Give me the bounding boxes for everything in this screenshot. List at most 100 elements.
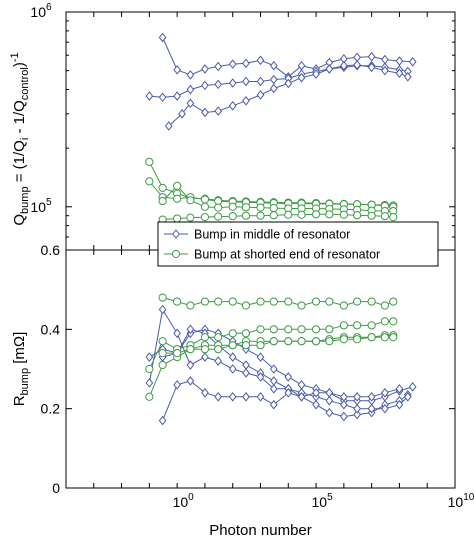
bottom-y-axis-label: Rbump [mΩ]: [11, 332, 31, 407]
top-series-1-point-5: [214, 79, 223, 90]
top-series-2-point-14: [353, 60, 361, 70]
top-series-2-point-1: [178, 109, 186, 119]
bottom-y-tick-label: 0.6: [41, 242, 61, 258]
top-series-1-point-6: [228, 78, 237, 88]
bottom-series-2-point-15: [353, 403, 361, 414]
bottom-series-4-point-12: [325, 297, 334, 306]
bottom-series-5-point-17: [380, 317, 390, 326]
legend-box: [157, 221, 439, 267]
bottom-series-3-point-1: [173, 380, 181, 390]
top-series-0-point-0: [158, 32, 167, 43]
bottom-series-3-point-16: [381, 387, 389, 398]
top-series-5-point-1: [173, 181, 182, 191]
bottom-series-3-point-0: [158, 415, 167, 426]
top-series-6-point-5: [228, 212, 237, 221]
top-series-6-point-16: [380, 212, 390, 221]
top-series-5-point-6: [241, 203, 251, 212]
label-part: bump: [19, 368, 31, 396]
bottom-series-7-point-2: [186, 345, 195, 354]
top-series-3-point-0: [145, 157, 154, 166]
bottom-series-2-point-3: [186, 360, 195, 370]
top-series-5-point-3: [200, 202, 210, 211]
bottom-series-3-point-15: [367, 391, 376, 402]
top-series-6-point-17: [389, 213, 398, 222]
top-series-0-point-5: [228, 59, 237, 69]
top-series-2-point-13: [340, 60, 348, 71]
x-axis-label: Photon number: [209, 522, 312, 539]
top-y-axis-label: Qbump = (1/Qi - 1/Qcontrol)-1: [9, 52, 31, 225]
bottom-series-4-point-9: [284, 297, 293, 306]
top-series-0-point-10: [297, 60, 306, 71]
label-part: -1: [9, 52, 21, 62]
top-series-4-point-0: [145, 177, 154, 186]
top-series-2-point-16: [381, 65, 389, 76]
bottom-series-3-point-17: [395, 384, 404, 394]
bottom-series-2-point-2: [173, 328, 181, 339]
top-series-1-point-4: [201, 80, 209, 91]
bottom-series-7-point-14: [353, 335, 362, 344]
label-part: control: [19, 67, 31, 100]
top-series-1-point-8: [256, 76, 265, 87]
bottom-series-1-point-0: [145, 352, 154, 362]
bottom-series-4-point-10: [297, 301, 306, 310]
bottom-series-2-point-9: [269, 384, 278, 394]
bottom-series-1-point-6: [228, 352, 237, 362]
bottom-series-5-point-13: [325, 325, 334, 334]
bottom-series-7-point-10: [297, 337, 306, 346]
top-series-2-point-4: [214, 106, 223, 116]
top-series-6-point-11: [311, 210, 321, 219]
bottom-series-3-point-14: [353, 391, 361, 402]
bottom-series-7-point-11: [311, 337, 321, 346]
x-tick-label: 100: [173, 492, 195, 510]
top-series-2-point-11: [312, 69, 320, 79]
bottom-series-2-point-13: [325, 395, 334, 406]
top-y-tick-label: 105: [30, 197, 52, 215]
top-series-1-point-0: [145, 91, 154, 101]
bottom-series-1-point-3: [186, 324, 195, 335]
bottom-series-0-point-9: [284, 372, 293, 382]
top-series-1-point-3: [186, 84, 195, 95]
bottom-series-7-point-6: [241, 341, 251, 350]
top-series-6-point-3: [200, 213, 210, 222]
top-series-2-point-0: [164, 121, 173, 131]
bottom-series-4-point-4: [214, 297, 223, 306]
bottom-series-4-point-15: [367, 297, 376, 306]
bottom-series-1-point-15: [353, 409, 361, 420]
bottom-series-1-point-7: [242, 360, 250, 370]
top-series-0-point-17: [395, 56, 404, 66]
bottom-series-2-point-4: [201, 352, 209, 362]
top-series-2-point-5: [228, 100, 237, 111]
top-series-6-point-6: [241, 211, 251, 220]
top-series-1-line: [149, 65, 408, 98]
label-part: = (1/Q: [11, 140, 28, 186]
bottom-series-6-point-1: [158, 360, 167, 370]
bottom-series-4-point-6: [241, 301, 251, 310]
bottom-series-2-point-19: [403, 391, 412, 402]
label-part: i: [19, 138, 31, 140]
top-series-2-point-15: [367, 62, 376, 73]
top-series-5-point-0: [158, 196, 167, 206]
bottom-series-0-point-10: [297, 380, 306, 390]
bottom-series-2-point-17: [381, 403, 389, 414]
bottom-y-tick-label: 0: [52, 480, 60, 496]
top-series-5-point-7: [256, 203, 265, 212]
bottom-series-5-point-0: [145, 364, 154, 374]
legend-label-1: Bump at shorted end of resonator: [194, 248, 380, 262]
bottom-series-7-point-4: [214, 345, 223, 354]
bottom-series-3-point-12: [325, 387, 334, 398]
bottom-series-5-point-15: [353, 321, 362, 330]
bottom-series-7-point-15: [367, 333, 376, 342]
top-series-2-point-9: [284, 78, 293, 89]
top-series-2-point-18: [403, 71, 412, 82]
bottom-series-1-point-13: [325, 407, 334, 418]
bottom-series-4-point-7: [256, 297, 265, 306]
legend-marker-1: [171, 249, 181, 259]
top-series-2-point-10: [297, 72, 306, 83]
bottom-series-3-point-7: [256, 391, 265, 402]
bottom-series-5-point-16: [367, 321, 376, 330]
top-series-6-point-14: [353, 211, 362, 220]
bottom-series-4-point-8: [269, 297, 278, 306]
bottom-series-6-point-0: [145, 392, 154, 401]
